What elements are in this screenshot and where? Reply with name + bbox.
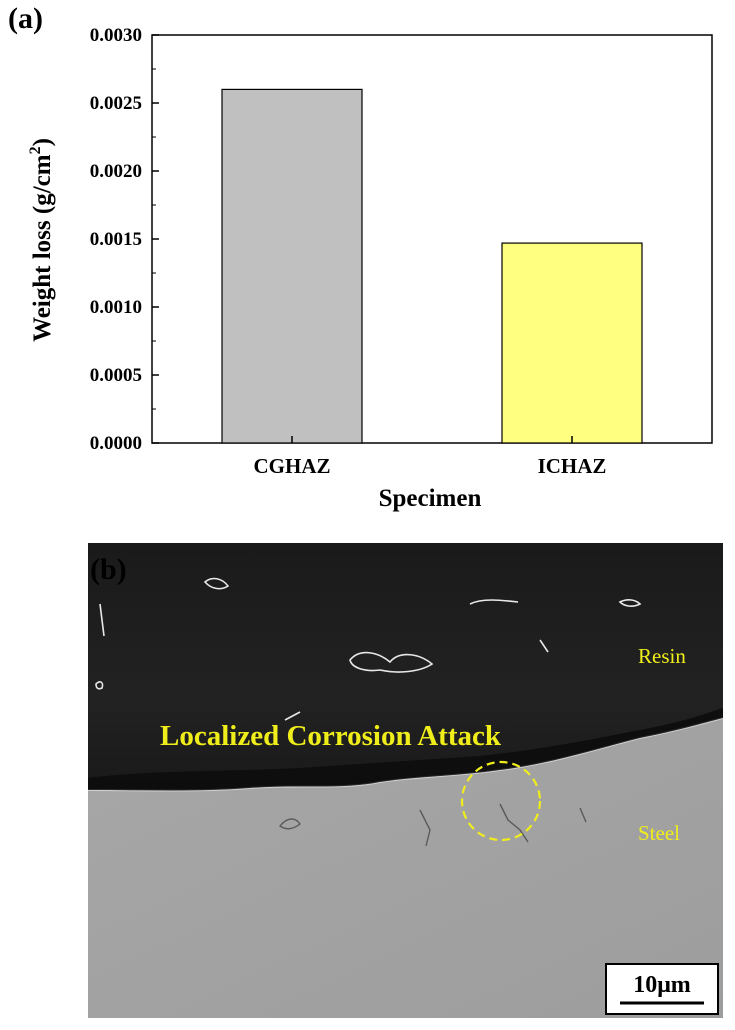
y-axis-title-superscript: 2	[27, 146, 44, 154]
corrosion-band	[88, 708, 723, 791]
resin-features	[95, 577, 642, 721]
y-axis-title-main: Weight loss (g/cm	[29, 154, 56, 342]
y-tick-label: 0.0025	[90, 93, 142, 114]
y-tick-label: 0.0005	[90, 365, 142, 386]
corrosion-attack-circle	[460, 760, 542, 842]
bars	[221, 88, 643, 444]
y-axis-ticks: 0.0000 0.0005 0.0010 0.0015 0.0020 0.0025 0.00…	[90, 25, 159, 454]
panel-b-label: (b)	[90, 553, 127, 586]
bar-cghaz	[221, 88, 363, 444]
x-tick-label-cghaz: CGHAZ	[253, 454, 330, 478]
localized-corrosion-label: Localized Corrosion Attack	[160, 720, 502, 752]
steel-features	[278, 803, 587, 847]
bar-chart: 0.0000 0.0005 0.0010 0.0015 0.0020 0.0025 0.00…	[27, 25, 713, 512]
y-tick-label: 0.0030	[90, 25, 142, 46]
panel-a-label: (a)	[8, 2, 43, 35]
x-axis-tick-labels: CGHAZ ICHAZ	[253, 436, 606, 478]
bar-ichaz	[501, 242, 643, 444]
y-tick-label: 0.0000	[90, 433, 142, 454]
steel-label: Steel	[638, 821, 680, 845]
x-axis-title: Specimen	[379, 485, 482, 512]
y-tick-label: 0.0020	[90, 161, 142, 182]
y-tick-label: 0.0010	[90, 297, 142, 318]
steel-region	[88, 718, 723, 1018]
y-axis-title: Weight loss (g/cm2)	[27, 138, 56, 342]
y-axis-title-suffix: )	[29, 138, 56, 146]
resin-label: Resin	[638, 644, 686, 668]
sem-micrograph: Localized Corrosion Attack Resin Steel 1…	[87, 543, 724, 1018]
scale-bar-label: 10μm	[633, 972, 691, 998]
x-tick-label-ichaz: ICHAZ	[538, 454, 607, 478]
y-tick-label: 0.0015	[90, 229, 142, 250]
scale-bar-box	[605, 963, 719, 1015]
